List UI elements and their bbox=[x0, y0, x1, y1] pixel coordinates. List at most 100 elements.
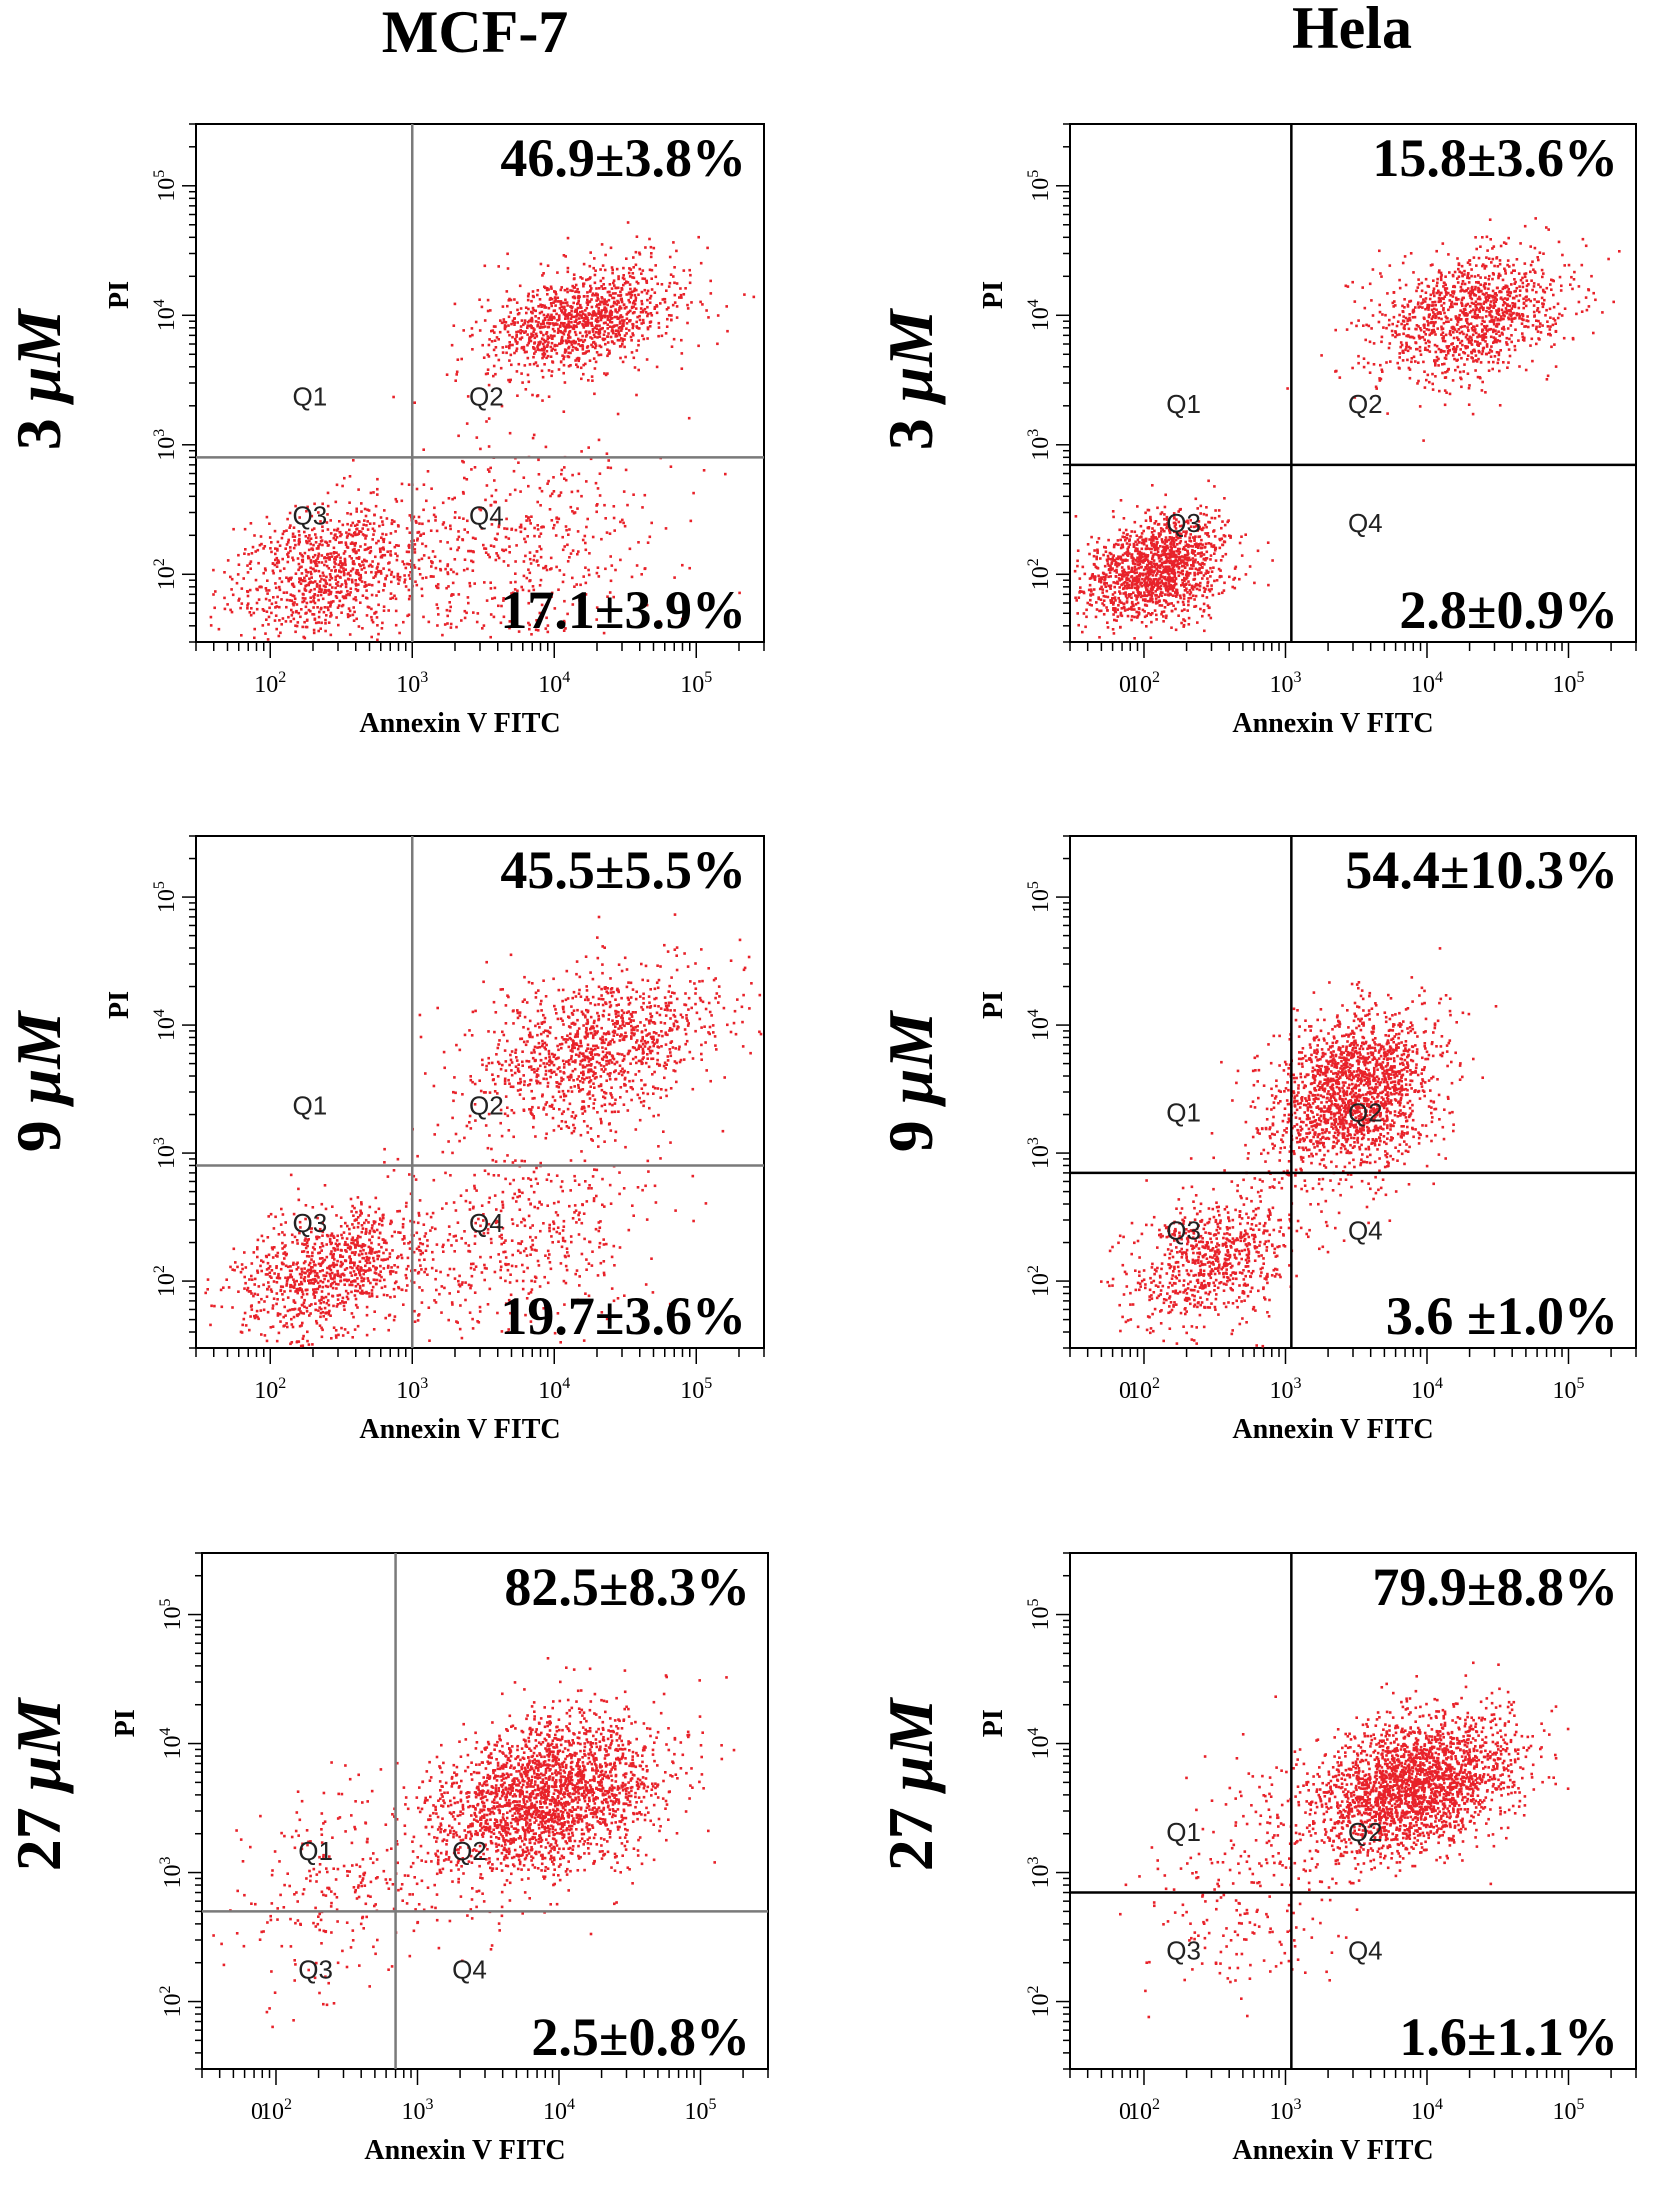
event-dot bbox=[1123, 536, 1126, 539]
event-dot bbox=[1503, 267, 1506, 271]
event-dot bbox=[1136, 552, 1140, 555]
event-dot bbox=[1508, 294, 1512, 298]
event-dot bbox=[1130, 608, 1134, 611]
event-dot bbox=[503, 527, 506, 530]
event-dot bbox=[527, 292, 530, 296]
event-dot bbox=[502, 615, 506, 619]
event-dot bbox=[547, 318, 550, 322]
event-dot bbox=[617, 332, 621, 335]
event-dot bbox=[1448, 392, 1452, 396]
event-dot bbox=[1460, 330, 1464, 334]
event-dot bbox=[1135, 598, 1138, 601]
event-dot bbox=[1173, 583, 1176, 587]
event-dot bbox=[445, 586, 448, 590]
event-dot bbox=[559, 288, 563, 292]
event-dot bbox=[1126, 553, 1129, 557]
event-dot bbox=[1495, 309, 1498, 312]
event-dot bbox=[487, 417, 491, 420]
event-dot bbox=[1174, 577, 1178, 580]
event-dot bbox=[309, 537, 313, 540]
event-dot bbox=[608, 319, 612, 322]
event-dot bbox=[455, 370, 459, 374]
event-dot bbox=[1145, 544, 1149, 548]
event-dot bbox=[1515, 312, 1518, 316]
event-dot bbox=[1146, 577, 1150, 580]
event-dot bbox=[499, 366, 503, 370]
event-dot bbox=[562, 410, 566, 413]
event-dot bbox=[1198, 525, 1201, 529]
event-dot bbox=[531, 585, 535, 588]
event-dot bbox=[1097, 597, 1100, 601]
event-dot bbox=[610, 340, 614, 343]
event-dot bbox=[562, 629, 566, 632]
event-dot bbox=[492, 374, 495, 378]
row-label-unit: μM bbox=[3, 1697, 74, 1795]
event-dot bbox=[1088, 577, 1092, 580]
event-dot bbox=[1475, 281, 1478, 284]
event-dot bbox=[597, 438, 601, 442]
event-dot bbox=[1443, 295, 1447, 298]
event-dot bbox=[526, 535, 529, 538]
event-dot bbox=[1177, 562, 1180, 566]
event-dot bbox=[553, 300, 557, 303]
event-dot bbox=[646, 314, 649, 318]
event-dot bbox=[514, 340, 518, 343]
event-dot bbox=[1137, 593, 1141, 597]
event-dot bbox=[1153, 552, 1157, 556]
event-dot bbox=[1111, 510, 1115, 513]
event-dot bbox=[1476, 375, 1480, 379]
event-dot bbox=[515, 370, 519, 373]
event-dot bbox=[1441, 363, 1444, 366]
event-dot bbox=[394, 552, 397, 555]
event-dot bbox=[290, 576, 293, 580]
event-dot bbox=[636, 315, 639, 319]
event-dot bbox=[471, 348, 474, 351]
event-dot bbox=[543, 304, 546, 308]
event-dot bbox=[382, 548, 385, 551]
event-dot bbox=[446, 541, 449, 544]
event-dot bbox=[343, 476, 346, 480]
event-dot bbox=[604, 567, 607, 571]
event-dot bbox=[1581, 237, 1585, 241]
event-dot bbox=[350, 541, 354, 544]
event-dot bbox=[543, 325, 547, 328]
event-dot bbox=[249, 567, 252, 570]
event-dot bbox=[532, 333, 535, 337]
event-dot bbox=[1177, 531, 1181, 535]
event-dot bbox=[349, 569, 353, 573]
event-dot bbox=[1136, 588, 1139, 591]
event-dot bbox=[494, 558, 498, 562]
event-dot bbox=[1286, 387, 1289, 390]
event-dot bbox=[566, 543, 569, 547]
event-dot bbox=[579, 310, 582, 314]
event-dot bbox=[608, 311, 612, 314]
event-dot bbox=[374, 504, 378, 508]
event-dot bbox=[334, 558, 337, 561]
event-dot bbox=[467, 601, 470, 605]
event-dot bbox=[1480, 352, 1484, 356]
event-dot bbox=[489, 581, 492, 584]
event-dot bbox=[334, 538, 337, 542]
event-dot bbox=[1508, 265, 1511, 268]
event-dot bbox=[646, 617, 650, 620]
event-dot bbox=[382, 609, 386, 612]
event-dot bbox=[1190, 567, 1194, 570]
event-dot bbox=[1267, 583, 1270, 587]
event-dot bbox=[1151, 587, 1154, 590]
event-dot bbox=[1474, 369, 1477, 372]
event-dot bbox=[616, 412, 620, 416]
event-dot bbox=[1430, 308, 1434, 312]
event-dot bbox=[334, 595, 338, 598]
event-dot bbox=[484, 547, 488, 550]
event-dot bbox=[363, 548, 367, 552]
event-dot bbox=[308, 590, 312, 594]
event-dot bbox=[560, 468, 564, 472]
event-dot bbox=[1470, 286, 1474, 290]
event-dot bbox=[574, 283, 578, 287]
event-dot bbox=[620, 297, 623, 301]
event-dot bbox=[1207, 535, 1211, 538]
event-dot bbox=[523, 527, 527, 531]
event-dot bbox=[577, 296, 581, 300]
event-dot bbox=[1470, 338, 1473, 342]
